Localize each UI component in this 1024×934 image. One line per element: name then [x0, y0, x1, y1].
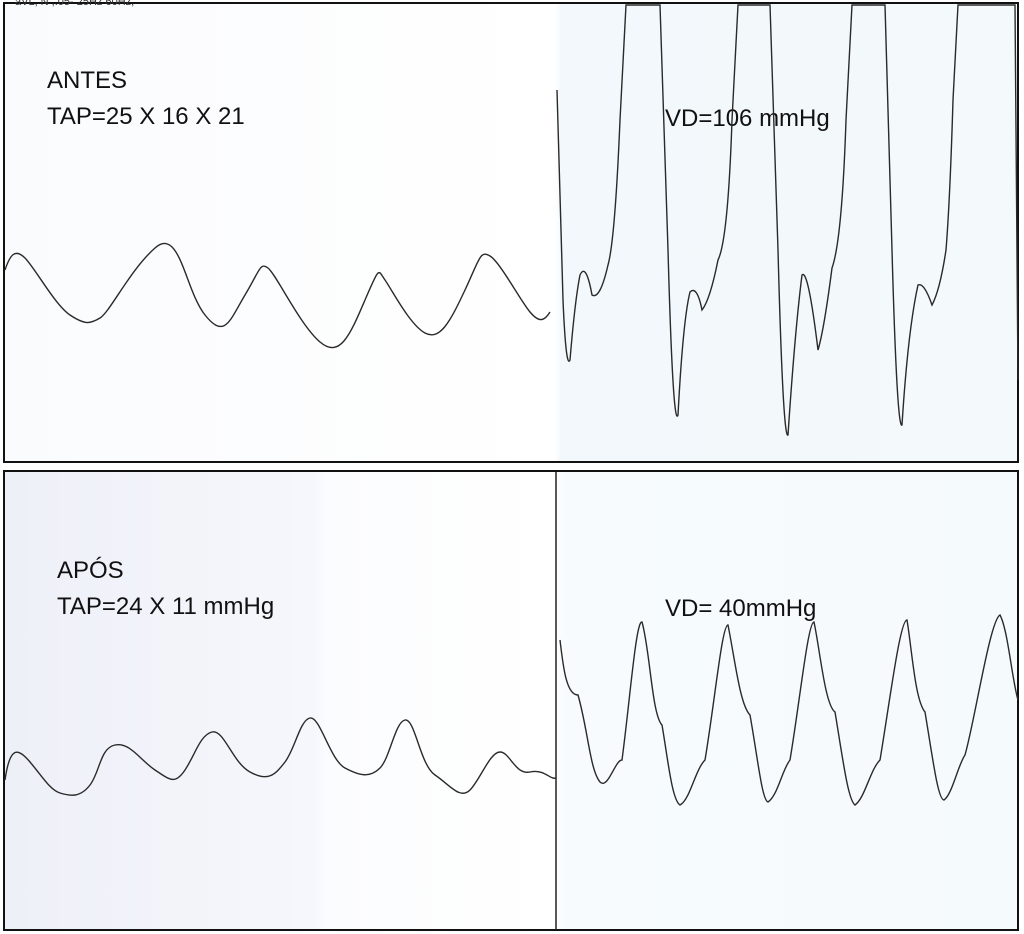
- after-pap-label: TAP=24 X 11 mmHg: [57, 593, 275, 620]
- ecg-header-text: aVL, N ,.05- 25Hz 60Hz,: [15, 0, 135, 8]
- after-rv-trace: [559, 614, 1019, 806]
- after-title: APÓS: [57, 557, 124, 584]
- before-rv-label: VD=106 mmHg: [665, 105, 830, 132]
- before-panel: aVL, N ,.05- 25Hz 60Hz, ANTES TAP=25 X 1…: [3, 0, 1019, 463]
- before-title: ANTES: [47, 67, 128, 94]
- before-rv-trace: [556, 4, 1019, 436]
- after-rv-label: VD= 40mmHg: [665, 595, 817, 622]
- before-pap-trace: [4, 242, 551, 349]
- after-panel: APÓS TAP=24 X 11 mmHg VD= 40mmHg: [3, 470, 1019, 931]
- after-pap-trace: [4, 717, 557, 796]
- before-pap-label: TAP=25 X 16 X 21: [47, 103, 245, 130]
